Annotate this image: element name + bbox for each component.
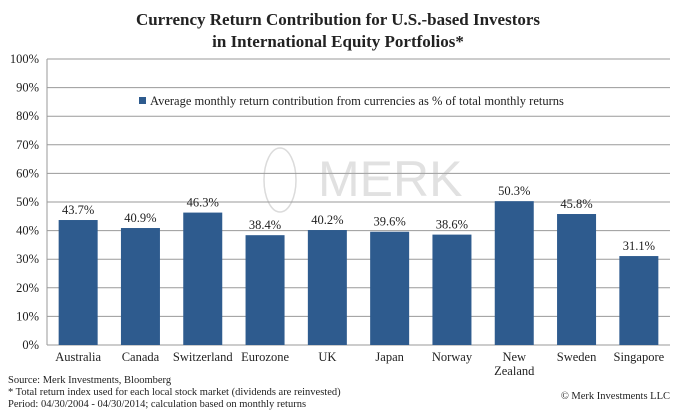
y-tick-label: 20%	[16, 281, 39, 295]
y-tick-label: 70%	[16, 138, 39, 152]
x-tick-label: Japan	[375, 350, 404, 364]
bar	[619, 256, 659, 345]
y-tick-label: 50%	[16, 195, 39, 209]
data-label: 50.3%	[498, 184, 530, 198]
y-tick-label: 10%	[16, 309, 39, 323]
data-label: 31.1%	[623, 239, 655, 253]
bar	[120, 228, 160, 345]
y-tick-label: 60%	[16, 166, 39, 180]
footer-source: Source: Merk Investments, Bloomberg	[8, 375, 172, 386]
data-label: 39.6%	[374, 215, 406, 229]
chart-title-line-1: Currency Return Contribution for U.S.-ba…	[136, 10, 540, 29]
data-label: 45.8%	[560, 197, 592, 211]
owl-logo-icon	[263, 147, 297, 213]
y-tick-label: 40%	[16, 224, 39, 238]
x-tick-label: Singapore	[614, 350, 665, 364]
x-tick-label: Eurozone	[241, 350, 289, 364]
data-label: 38.6%	[436, 218, 468, 232]
bar	[58, 220, 98, 345]
x-tick-label: Canada	[122, 350, 160, 364]
footer-copyright: © Merk Investments LLC	[561, 391, 670, 402]
bar	[245, 235, 285, 345]
bar	[370, 231, 410, 345]
bar	[183, 212, 223, 345]
x-tick-label: UK	[318, 350, 336, 364]
footer-note: * Total return index used for each local…	[8, 387, 341, 398]
x-tick-label: Australia	[55, 350, 101, 364]
y-tick-label: 100%	[10, 52, 39, 66]
x-tick-label: Norway	[432, 350, 473, 364]
data-label: 46.3%	[187, 196, 219, 210]
watermark: MERK	[263, 147, 462, 213]
bar	[494, 201, 534, 345]
legend-swatch	[139, 97, 146, 104]
y-tick-label: 0%	[22, 338, 39, 352]
watermark-text: MERK	[318, 151, 462, 207]
x-tick-label: Switzerland	[173, 350, 233, 364]
bars: 43.7% 40.9% 46.3% 38.4% 40.2% 39.6% 38.6% 50.3%…	[58, 184, 659, 345]
data-label: 43.7%	[62, 203, 94, 217]
x-axis-labels: Australia Canada Switzerland Eurozone UK Japa…	[55, 350, 664, 378]
y-tick-label: 80%	[16, 109, 39, 123]
x-tick-label: Zealand	[494, 364, 535, 378]
bar	[307, 230, 347, 345]
bar	[557, 214, 597, 345]
y-tick-label: 30%	[16, 252, 39, 266]
legend: Average monthly return contribution from…	[139, 94, 564, 108]
y-axis-ticks: 0% 10% 20% 30% 40% 50% 60% 70% 80% 90% 100%	[10, 52, 39, 352]
x-tick-label: Sweden	[557, 350, 597, 364]
data-label: 40.2%	[311, 213, 343, 227]
chart-title-line-2: in International Equity Portfolios*	[212, 32, 464, 51]
x-tick-label: New	[502, 350, 526, 364]
data-label: 38.4%	[249, 218, 281, 232]
legend-label: Average monthly return contribution from…	[150, 94, 564, 108]
bar	[432, 234, 472, 345]
data-label: 40.9%	[124, 211, 156, 225]
y-tick-label: 90%	[16, 81, 39, 95]
footer-period: Period: 04/30/2004 - 04/30/2014; calcula…	[8, 399, 306, 410]
